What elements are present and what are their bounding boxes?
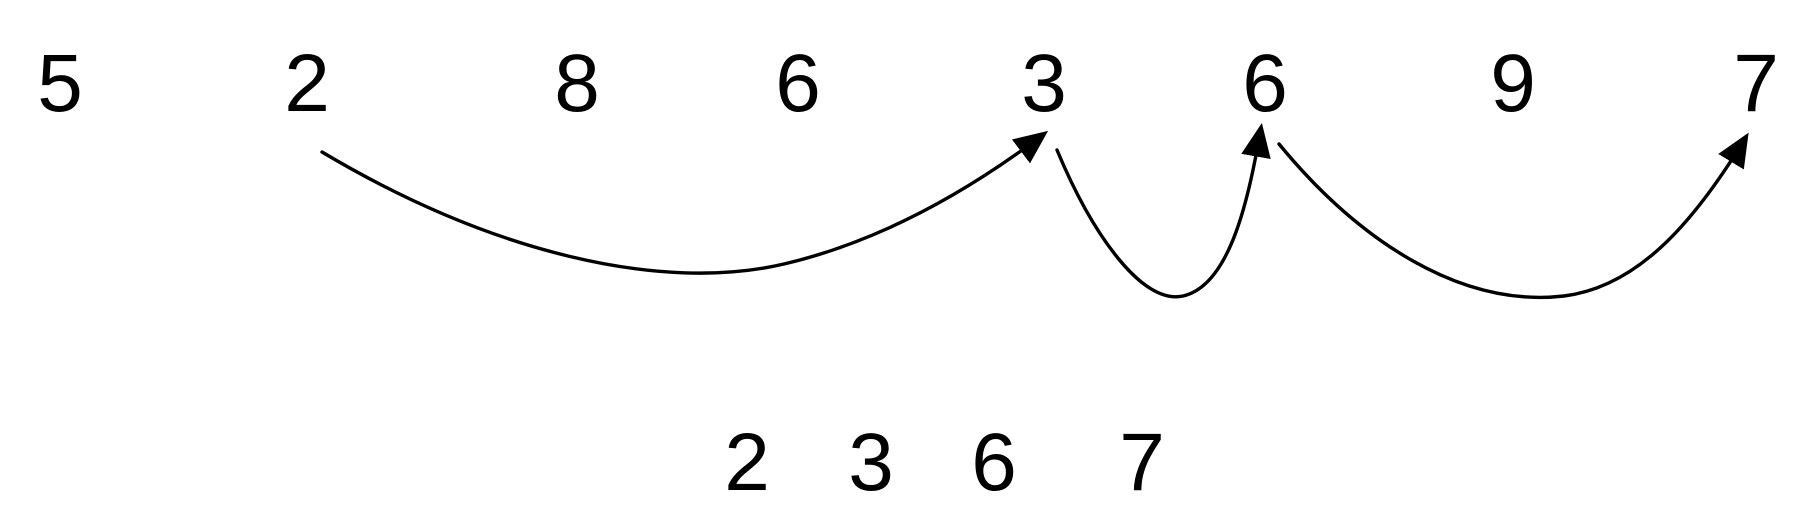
sequence-number: 2 bbox=[284, 38, 330, 129]
subsequence-number: 2 bbox=[724, 417, 770, 508]
top-sequence: 5 2 8 6 3 6 9 7 bbox=[37, 38, 1779, 129]
sequence-number: 5 bbox=[37, 38, 83, 129]
sequence-number: 8 bbox=[554, 38, 600, 129]
arrow-3-to-6 bbox=[1055, 122, 1271, 299]
arrows bbox=[320, 122, 1749, 299]
sequence-number: 7 bbox=[1733, 38, 1779, 129]
sequence-number: 6 bbox=[1242, 38, 1288, 129]
arrow-6-to-7 bbox=[1277, 132, 1749, 299]
sequence-number: 9 bbox=[1490, 38, 1536, 129]
sequence-number: 6 bbox=[775, 38, 821, 129]
subsequence-number: 3 bbox=[848, 417, 894, 508]
subsequence: 2 3 6 7 bbox=[724, 417, 1165, 508]
subsequence-number: 6 bbox=[971, 417, 1017, 508]
sequence-number: 3 bbox=[1021, 38, 1067, 129]
arrow-2-to-3 bbox=[320, 130, 1049, 275]
subsequence-number: 7 bbox=[1119, 417, 1165, 508]
